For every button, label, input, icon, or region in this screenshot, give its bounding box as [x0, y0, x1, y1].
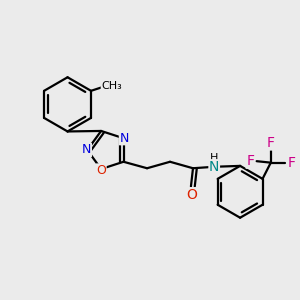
Text: F: F	[246, 154, 254, 168]
Text: N: N	[209, 160, 219, 174]
Text: F: F	[267, 136, 275, 150]
Text: N: N	[82, 143, 92, 157]
Text: N: N	[119, 132, 129, 145]
Text: O: O	[187, 188, 197, 202]
Text: F: F	[287, 156, 296, 170]
Text: H: H	[210, 153, 218, 163]
Text: CH₃: CH₃	[101, 80, 122, 91]
Text: O: O	[96, 164, 106, 177]
